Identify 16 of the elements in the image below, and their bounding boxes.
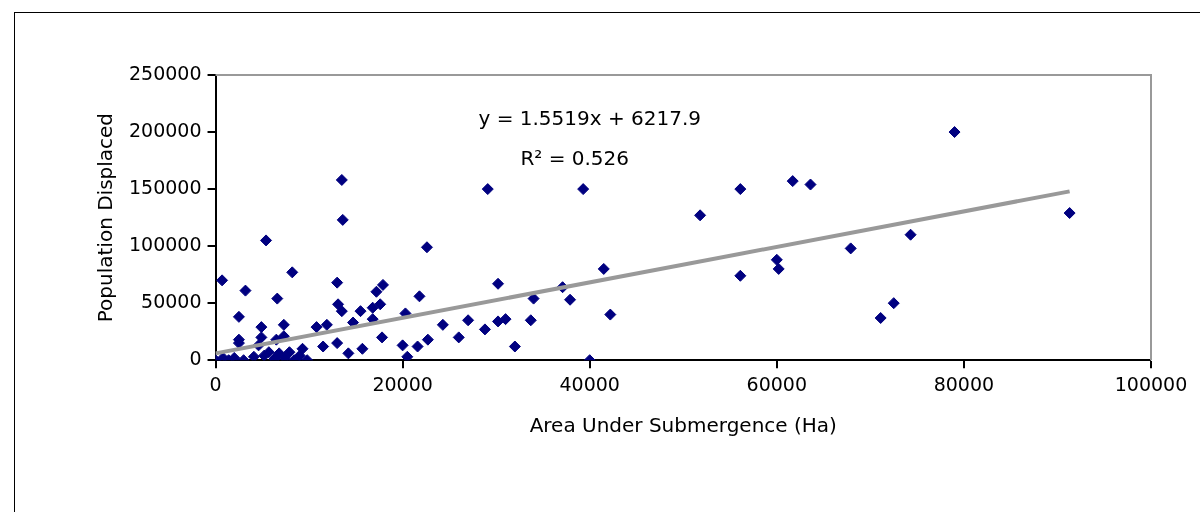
x-tick-label: 80000	[933, 372, 995, 395]
x-tick-label: 100000	[1114, 372, 1188, 395]
y-tick-label: 0	[189, 347, 202, 370]
y-tick-label: 250000	[129, 61, 202, 84]
y-tick-label: 100000	[129, 233, 202, 256]
y-axis-title: Population Displaced	[93, 112, 118, 323]
x-axis-title: Area Under Submergence (Ha)	[529, 413, 837, 438]
x-tick-label: 40000	[559, 372, 620, 395]
y-tick-label: 50000	[141, 290, 202, 313]
y-tick-label: 200000	[129, 118, 202, 141]
x-tick-label: 20000	[372, 372, 433, 395]
annotation: y = 1.5519x + 6217.9	[478, 106, 702, 131]
annotation: R² = 0.526	[520, 146, 630, 171]
x-tick-label: 60000	[746, 372, 808, 395]
x-tick-label: 0	[209, 372, 222, 395]
y-tick-label: 150000	[129, 176, 202, 199]
